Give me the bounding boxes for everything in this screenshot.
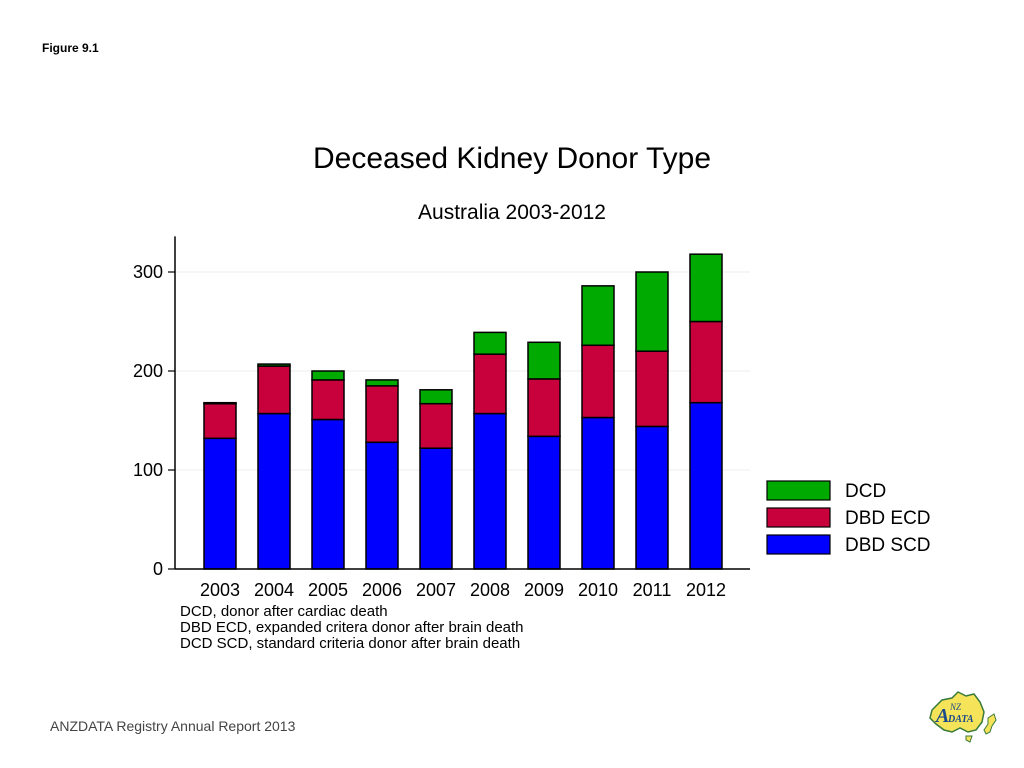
anzdata-logo: A NZ DATA: [929, 691, 997, 743]
chart-title: Deceased Kidney Donor Type: [313, 142, 711, 175]
x-tick-label-2007: 2007: [416, 580, 456, 600]
chart-note: DBD ECD, expanded critera donor after br…: [180, 619, 524, 636]
svg-text:NZ: NZ: [949, 702, 962, 712]
y-tick-label-300: 300: [133, 262, 163, 282]
axes-layer: 0 100 200 300 2003 2004 2005 2006 2007 2008 2009 20…: [133, 236, 750, 600]
legend-label-dbd-ecd: DBD ECD: [845, 508, 931, 529]
new-zealand-shape: [983, 713, 997, 735]
bar-2004-dbd-ecd: [257, 365, 291, 415]
bar-2010-dcd: [581, 285, 615, 347]
bar-2008-dbd-ecd: [473, 353, 507, 415]
bar-2006-dcd: [365, 379, 399, 387]
bar-2005-dbd-ecd: [311, 379, 345, 421]
bar-2005-dcd: [311, 370, 345, 381]
bar-2012-dbd-scd: [689, 401, 723, 570]
bar-2009-dbd-ecd: [527, 378, 561, 438]
x-tick-label-2003: 2003: [200, 580, 240, 600]
bar-2011-dbd-scd: [635, 425, 669, 570]
svg-text:DATA: DATA: [947, 714, 974, 725]
svg-text:A: A: [934, 705, 949, 727]
chart-subtitle: Australia 2003-2012: [418, 201, 606, 224]
bar-2006-dbd-ecd: [365, 385, 399, 444]
footer-text: ANZDATA Registry Annual Report 2013: [50, 718, 296, 734]
bar-2003-dbd-ecd: [203, 402, 237, 440]
bar-2011-dbd-ecd: [635, 350, 669, 428]
x-tick-label-2004: 2004: [254, 580, 294, 600]
chart-note: DCD SCD, standard criteria donor after b…: [180, 635, 520, 652]
bar-2010-dbd-scd: [581, 416, 615, 570]
figure-label: Figure 9.1: [42, 41, 99, 55]
y-tick-label-0: 0: [153, 559, 163, 579]
bar-2009-dcd: [527, 341, 561, 380]
bar-2011-dcd: [635, 271, 669, 352]
bar-2003-dbd-scd: [203, 437, 237, 570]
legend: DCD DBD ECD DBD SCD: [766, 480, 931, 556]
bars-layer: [203, 253, 723, 570]
legend-swatch-dcd: [766, 480, 831, 501]
bar-2008-dbd-scd: [473, 412, 507, 570]
bar-2009-dbd-scd: [527, 435, 561, 570]
bar-2012-dbd-ecd: [689, 320, 723, 404]
x-tick-label-2012: 2012: [686, 580, 726, 600]
chart-note: DCD, donor after cardiac death: [180, 603, 388, 620]
tasmania-shape: [965, 735, 973, 743]
legend-swatch-dbd-scd: [766, 534, 831, 555]
legend-label-dcd: DCD: [845, 481, 886, 502]
australia-map-shape: [929, 691, 985, 733]
legend-label-dbd-scd: DBD SCD: [845, 535, 931, 556]
bar-2010-dbd-ecd: [581, 344, 615, 419]
bar-2004-dbd-scd: [257, 412, 291, 570]
bar-2012-dcd: [689, 253, 723, 323]
x-tick-label-2006: 2006: [362, 580, 402, 600]
stacked-bar-chart: Deceased Kidney Donor Type Australia 200…: [133, 142, 931, 652]
bar-2007-dbd-scd: [419, 447, 453, 570]
bar-2005-dbd-scd: [311, 418, 345, 570]
bar-2007-dcd: [419, 389, 453, 405]
x-tick-label-2008: 2008: [470, 580, 510, 600]
bar-2003-dcd: [203, 401, 237, 405]
bar-2007-dbd-ecd: [419, 402, 453, 449]
x-tick-label-2010: 2010: [578, 580, 618, 600]
bar-2008-dcd: [473, 331, 507, 355]
x-tick-label-2005: 2005: [308, 580, 348, 600]
bar-2006-dbd-scd: [365, 441, 399, 570]
y-tick-label-100: 100: [133, 460, 163, 480]
x-tick-label-2011: 2011: [633, 580, 672, 600]
x-tick-label-2009: 2009: [524, 580, 564, 600]
bar-2004-dcd: [257, 363, 291, 367]
legend-swatch-dbd-ecd: [766, 507, 831, 528]
y-tick-label-200: 200: [133, 361, 163, 381]
